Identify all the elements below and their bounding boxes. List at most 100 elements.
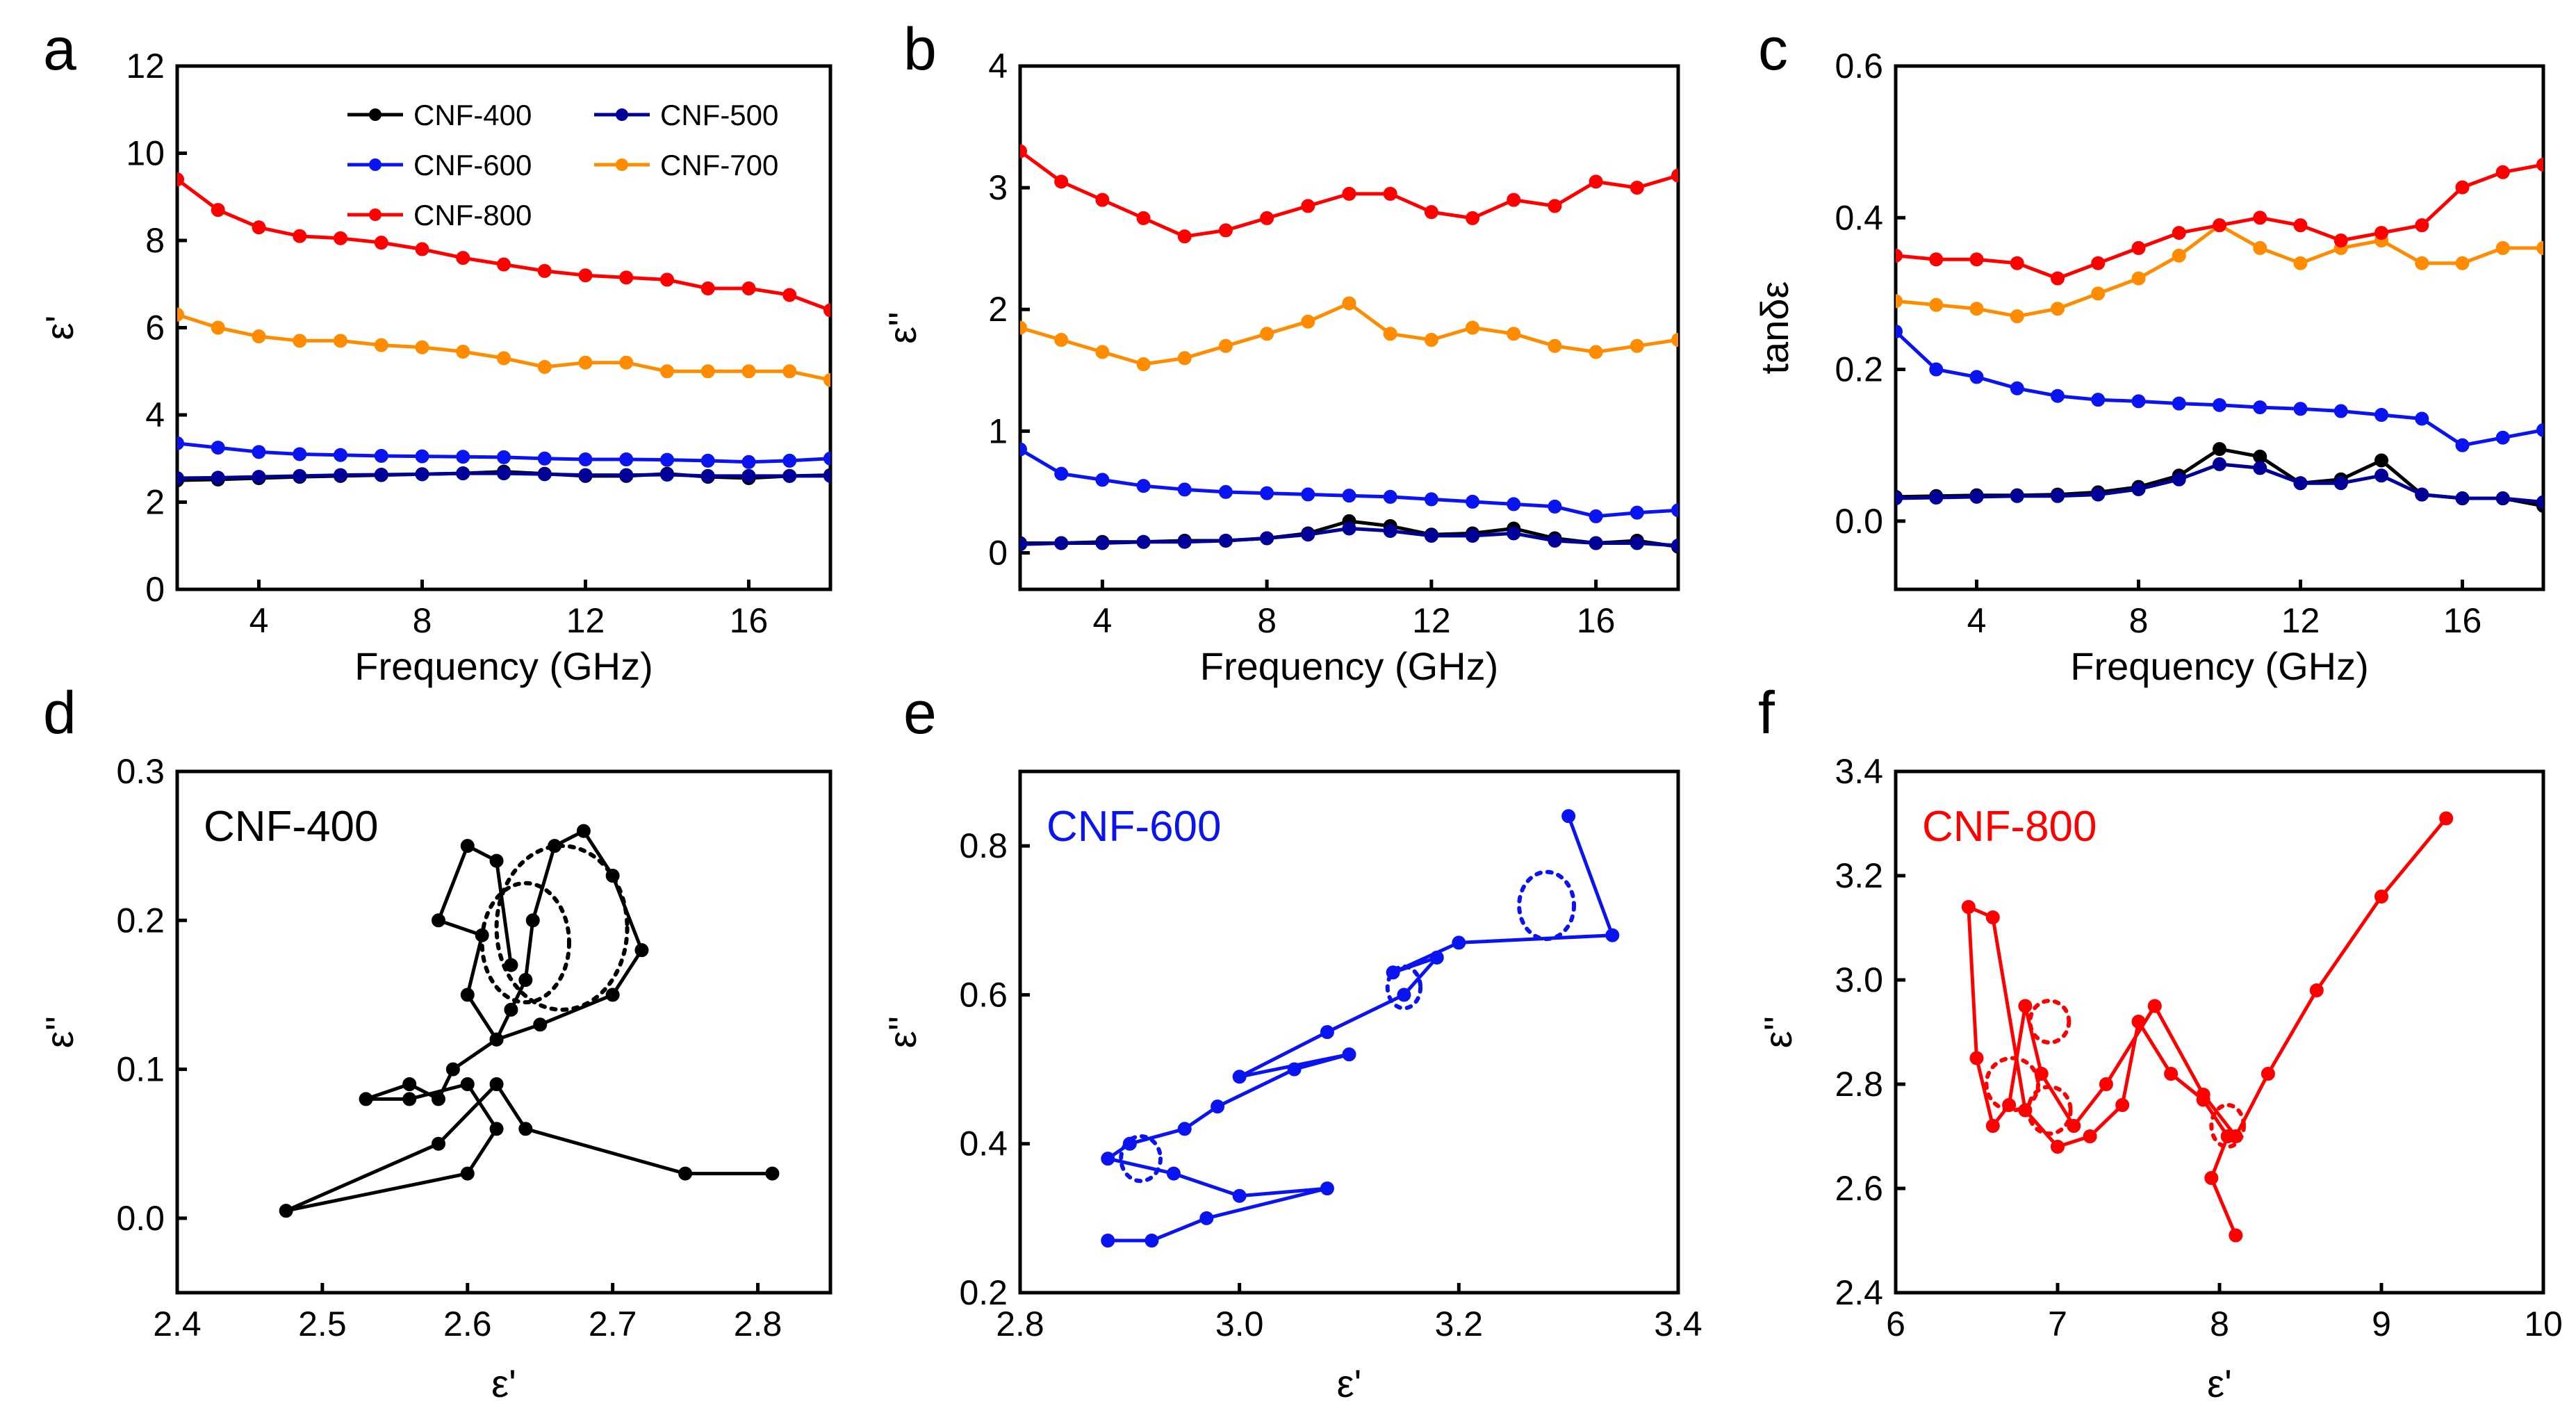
x-tick-label: 16	[2443, 601, 2482, 640]
semicircle-fit	[1385, 964, 1423, 1011]
x-axis-label: ε'	[2207, 1361, 2232, 1405]
y-tick-label: 3.4	[1835, 752, 1883, 791]
data-point	[741, 468, 756, 483]
data-point	[782, 288, 797, 302]
data-point	[1218, 484, 1233, 499]
data-point	[1548, 533, 1562, 548]
x-tick-label: 12	[566, 601, 605, 640]
data-point	[1342, 186, 1356, 201]
data-point	[1605, 928, 1620, 942]
data-point	[374, 467, 388, 482]
data-point	[2374, 890, 2388, 903]
data-point	[1054, 466, 1069, 481]
data-point	[1969, 252, 1984, 267]
data-point	[1466, 211, 1480, 225]
data-point	[2051, 271, 2065, 286]
data-point	[1589, 174, 1603, 189]
data-point	[2131, 482, 2146, 496]
data-point	[2051, 1140, 2065, 1154]
data-point	[1095, 345, 1110, 359]
data-point	[504, 1002, 518, 1017]
series-line-cnf-600	[1106, 815, 1614, 1243]
data-point	[605, 988, 620, 1002]
data-point	[2333, 476, 2348, 491]
data-point	[576, 824, 591, 838]
data-point	[1301, 314, 1315, 329]
data-point	[2091, 487, 2106, 502]
data-point	[2051, 302, 2065, 316]
data-point	[402, 1092, 417, 1106]
x-tick-label: 10	[2524, 1304, 2563, 1343]
data-point	[518, 973, 533, 987]
data-point	[460, 988, 475, 1002]
x-tick-label: 9	[2372, 1304, 2391, 1343]
data-point	[1342, 1047, 1356, 1062]
data-point	[1929, 297, 1944, 312]
data-point	[1671, 538, 1678, 553]
data-point	[765, 1166, 780, 1181]
y-tick-label: 0.4	[1835, 198, 1883, 237]
data-point	[823, 373, 830, 387]
data-point	[2495, 491, 2510, 506]
data-point	[177, 307, 184, 322]
data-point	[700, 281, 715, 296]
sample-annotation: CNF-800	[1922, 803, 2097, 851]
data-point	[334, 334, 347, 348]
legend-swatch-marker	[369, 208, 382, 221]
data-point	[700, 364, 715, 379]
data-point	[2204, 1171, 2219, 1185]
y-tick-label: 4	[988, 47, 1008, 85]
legend: CNF-400 CNF-500 CNF-600 CNF-700 CNF-800	[347, 99, 778, 231]
x-axis-label: Frequency (GHz)	[1200, 644, 1498, 688]
data-point	[537, 359, 552, 374]
data-point	[2455, 180, 2470, 195]
data-point	[1287, 1062, 1302, 1077]
y-tick-label: 0.4	[959, 1124, 1008, 1163]
semicircle-fit	[1119, 1134, 1163, 1184]
data-point	[1136, 211, 1151, 225]
data-point	[1896, 491, 1903, 506]
data-point	[497, 257, 511, 272]
x-tick-label: 8	[2210, 1304, 2229, 1343]
data-point	[634, 943, 649, 958]
x-tick-label: 16	[730, 601, 769, 640]
data-point	[1020, 320, 1027, 335]
x-tick-label: 7	[2048, 1304, 2067, 1343]
data-point	[2172, 472, 2186, 486]
data-point	[823, 468, 830, 483]
data-point	[2083, 1129, 2097, 1143]
data-point	[334, 231, 347, 245]
panel-letter-d: d	[43, 680, 76, 746]
x-tick-label: 16	[1577, 601, 1616, 640]
semicircle-fit	[479, 881, 571, 1005]
data-point	[700, 453, 715, 468]
x-tick-label: 12	[1412, 601, 1451, 640]
data-point	[1589, 345, 1603, 359]
data-point	[1101, 1152, 1115, 1166]
data-point	[374, 236, 388, 250]
data-point	[1211, 1099, 1225, 1114]
data-point	[578, 268, 593, 283]
data-point	[660, 467, 674, 482]
data-point	[456, 251, 470, 265]
data-point	[252, 329, 266, 344]
data-point	[537, 451, 552, 466]
data-point	[1507, 526, 1521, 541]
data-point	[252, 470, 266, 484]
panel-letter-c: c	[1758, 16, 1788, 83]
data-point	[415, 242, 429, 256]
y-tick-label: 0.0	[116, 1199, 165, 1238]
data-point	[1177, 351, 1192, 366]
x-tick-label: 12	[2281, 601, 2320, 640]
data-point	[741, 455, 756, 469]
legend-label: CNF-700	[660, 149, 778, 181]
data-point	[2147, 999, 2162, 1013]
data-point	[211, 320, 225, 335]
data-point	[2333, 404, 2348, 418]
panel-letter-a: a	[43, 16, 76, 83]
data-point	[1177, 534, 1192, 549]
y-tick-label: 2.4	[1835, 1273, 1883, 1312]
legend-swatch-marker	[369, 108, 382, 121]
